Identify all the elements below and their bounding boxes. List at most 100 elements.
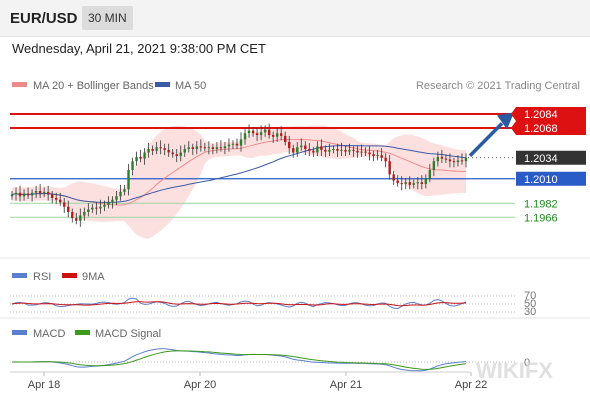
candle-body [71, 212, 74, 219]
candle-body [167, 149, 170, 153]
ma20-legend-swatch [12, 82, 27, 87]
candle-body [159, 147, 162, 149]
candle-body [14, 192, 18, 195]
candle-23 [103, 200, 106, 212]
candle-body [231, 143, 235, 145]
candle-body [223, 146, 227, 149]
macd-legend-label: MACD [33, 328, 65, 340]
macd-legend-swatch [12, 330, 27, 335]
candle-109 [448, 153, 452, 168]
level-label-1.2084: 1.2084 [524, 109, 558, 121]
rsi-legend-swatch [12, 273, 27, 278]
candle-71 [296, 142, 299, 157]
candle-body [30, 192, 34, 196]
candle-5 [30, 189, 34, 202]
candle-72 [300, 138, 303, 151]
candle-body [179, 152, 182, 156]
candle-61 [255, 128, 259, 142]
candle-body [183, 149, 186, 153]
candle-body [336, 149, 339, 151]
candle-body [227, 144, 231, 147]
candle-79 [328, 143, 331, 156]
candle-20 [91, 204, 94, 213]
rsi-level-70: 70 [524, 290, 536, 302]
candle-body [412, 183, 415, 185]
rsi-line [11, 297, 467, 310]
candle-3 [22, 189, 26, 201]
candle-85 [352, 146, 355, 157]
candle-21 [95, 202, 98, 215]
candle-body [207, 147, 211, 149]
candle-body [424, 178, 428, 184]
candle-49 [207, 141, 211, 155]
candle-66 [275, 128, 279, 142]
candle-25 [111, 196, 114, 209]
candle-body [151, 149, 154, 151]
candle-body [275, 133, 279, 137]
candle-50 [211, 143, 215, 155]
candle-106 [436, 151, 440, 167]
candle-77 [320, 139, 323, 156]
candle-78 [324, 145, 327, 157]
rsi-ma-line [11, 301, 467, 307]
candle-body [59, 199, 62, 203]
candle-31 [135, 151, 138, 166]
candle-body [211, 147, 215, 149]
candle-body [115, 196, 118, 200]
candle-46 [195, 141, 199, 155]
candle-86 [356, 145, 359, 158]
candle-107 [440, 149, 444, 163]
candle-body [416, 182, 419, 184]
candle-18 [83, 207, 86, 221]
candle-body [316, 146, 319, 153]
candle-body [464, 157, 468, 162]
candle-body [191, 147, 195, 149]
candle-59 [247, 124, 251, 138]
candle-51 [215, 142, 219, 154]
timeframe-button[interactable]: 30 MIN [82, 6, 133, 30]
candle-body [38, 191, 42, 194]
candle-body [364, 151, 367, 153]
candle-35 [151, 145, 154, 156]
candle-body [448, 159, 452, 162]
candle-6 [34, 185, 38, 198]
candle-body [251, 130, 255, 134]
level-box-1.2084 [516, 107, 586, 121]
candle-body [195, 146, 199, 149]
candle-15 [71, 208, 74, 223]
candle-body [404, 182, 407, 184]
x-tick-label-1: Apr 20 [184, 379, 216, 391]
candle-54 [227, 138, 231, 152]
ma20-legend-label: MA 20 + Bollinger Bands [33, 80, 154, 92]
candle-body [127, 170, 130, 190]
candle-95 [392, 170, 395, 185]
candle-99 [408, 176, 411, 190]
candle-36 [155, 142, 158, 155]
candle-body [392, 174, 395, 181]
candle-body [312, 150, 315, 153]
candle-92 [380, 148, 383, 162]
candle-body [119, 191, 122, 197]
candle-30 [131, 157, 134, 176]
candle-94 [388, 155, 391, 180]
candle-96 [396, 175, 399, 187]
candle-body [87, 209, 90, 212]
candle-73 [304, 141, 307, 156]
candle-82 [340, 142, 343, 156]
candle-28 [123, 184, 126, 196]
x-tick-label-3: Apr 22 [455, 379, 487, 391]
ma50-legend-label: MA 50 [175, 80, 206, 92]
candle-body [396, 180, 399, 184]
moving-averages [11, 138, 467, 206]
macd-signal-line [12, 350, 467, 370]
rsi-panel [10, 295, 515, 313]
candle-13 [63, 198, 66, 213]
candle-27 [119, 184, 122, 201]
candle-body [328, 149, 331, 152]
candle-body [155, 147, 158, 151]
candle-12 [59, 192, 62, 206]
candle-body [10, 194, 14, 197]
candle-103 [424, 174, 428, 189]
candle-90 [372, 150, 375, 162]
candle-body [263, 129, 267, 133]
